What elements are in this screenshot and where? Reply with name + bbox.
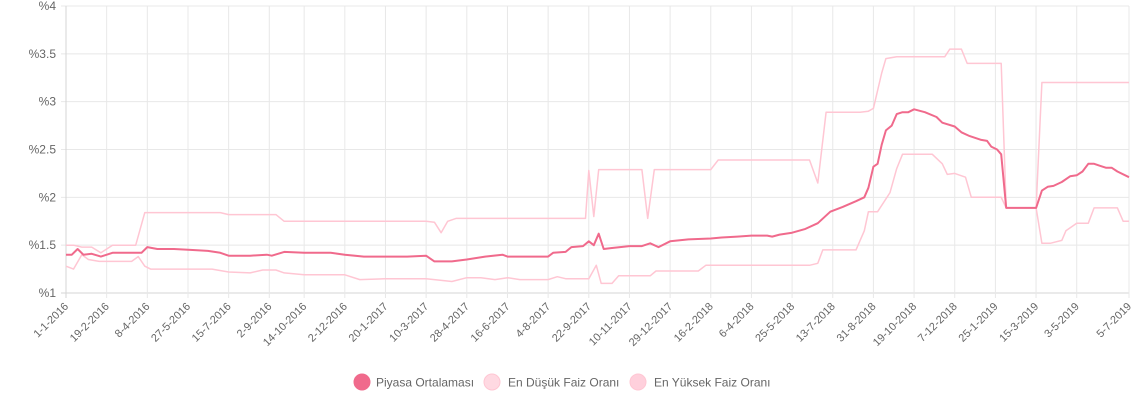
x-tick-label: 10-3-2017 xyxy=(387,301,431,345)
x-tick-label: 29-12-2017 xyxy=(627,301,675,349)
x-tick-label: 19-10-2018 xyxy=(871,301,919,349)
x-tick-label: 20-1-2017 xyxy=(347,301,391,345)
y-tick-label: %3 xyxy=(39,95,57,109)
x-tick-label: 1-1-2016 xyxy=(31,301,71,341)
series-line-2 xyxy=(66,48,1129,254)
legend-item-piyasa[interactable]: Piyasa Ortalaması xyxy=(353,373,474,391)
series-line-1 xyxy=(65,153,1129,285)
legend-label-en-yuksek: En Yüksek Faiz Oranı xyxy=(654,376,771,390)
x-tick-label: 16-6-2017 xyxy=(469,301,513,345)
y-tick-label: %2.5 xyxy=(29,143,57,157)
x-tick-label: 19-2-2016 xyxy=(68,301,112,345)
grid-lines xyxy=(61,5,1130,298)
legend-item-en-dusuk[interactable]: En Düşük Faiz Oranı xyxy=(483,373,619,391)
y-tick-label: %1.5 xyxy=(29,238,57,252)
x-tick-label: 22-9-2017 xyxy=(550,301,594,345)
legend-swatch-piyasa xyxy=(353,373,371,391)
x-tick-label: 2-12-2016 xyxy=(306,301,350,345)
x-tick-label: 4-8-2017 xyxy=(514,301,554,341)
x-tick-label: 5-7-2019 xyxy=(1094,301,1134,341)
y-tick-label: %3.5 xyxy=(29,47,57,61)
series-lines xyxy=(65,48,1130,285)
y-tick-label: %4 xyxy=(39,0,57,13)
x-tick-label: 8-4-2016 xyxy=(113,301,153,341)
y-tick-label: %2 xyxy=(39,190,57,204)
x-tick-label: 7-12-2018 xyxy=(916,301,960,345)
x-tick-label: 25-5-2018 xyxy=(753,301,797,345)
legend: Piyasa Ortalaması En Düşük Faiz Oranı En… xyxy=(353,373,771,391)
legend-label-piyasa: Piyasa Ortalaması xyxy=(376,376,474,390)
legend-label-en-dusuk: En Düşük Faiz Oranı xyxy=(508,376,619,390)
x-tick-label: 28-4-2017 xyxy=(428,301,472,345)
legend-swatch-en-dusuk xyxy=(483,373,501,391)
x-tick-label: 3-5-2019 xyxy=(1042,301,1082,341)
legend-item-en-yuksek[interactable]: En Yüksek Faiz Oranı xyxy=(629,373,771,391)
y-tick-label: %1 xyxy=(39,286,57,300)
x-tick-label: 6-4-2018 xyxy=(717,301,757,341)
x-tick-label: 25-1-2019 xyxy=(957,301,1001,345)
x-tick-label: 15-3-2019 xyxy=(997,301,1041,345)
legend-swatch-en-yuksek xyxy=(629,373,647,391)
series-line-0 xyxy=(66,108,1130,263)
x-tick-label: 31-8-2018 xyxy=(835,301,879,345)
y-axis-ticks: %1 %1.5 %2 %2.5 %3 %3.5 %4 xyxy=(29,0,57,300)
x-tick-label: 15-7-2016 xyxy=(190,301,234,345)
x-tick-label: 27-5-2016 xyxy=(149,301,193,345)
x-tick-label: 16-2-2018 xyxy=(672,301,716,345)
x-tick-label: 13-7-2018 xyxy=(794,301,838,345)
